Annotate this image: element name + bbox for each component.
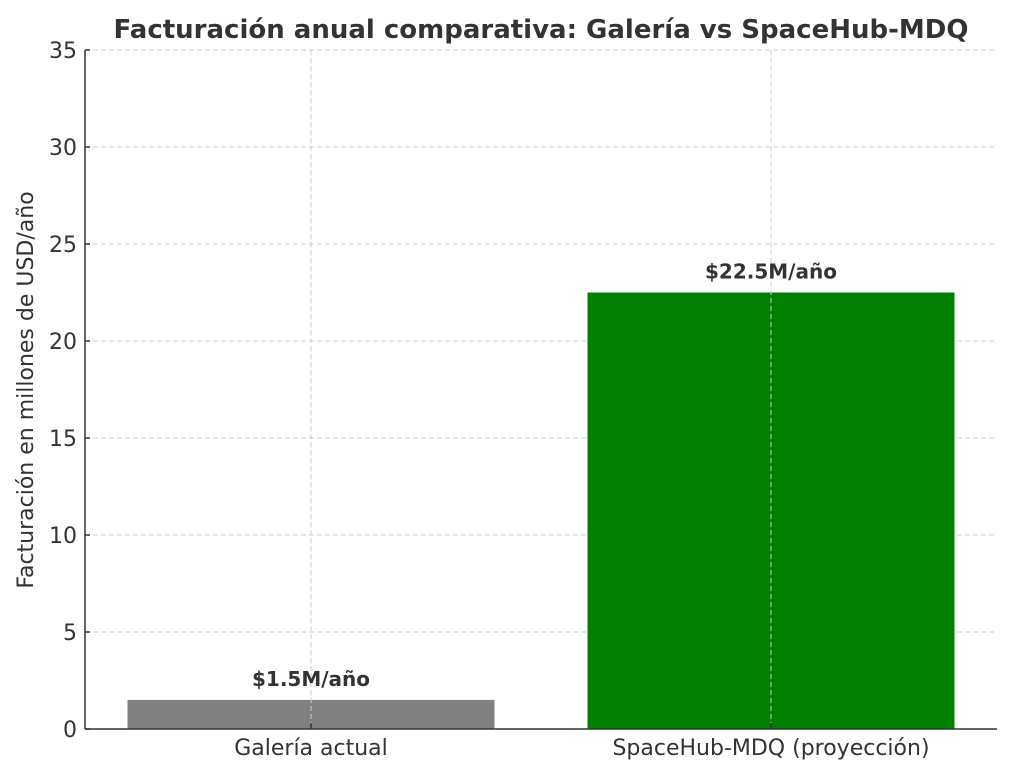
- y-tick-label: 35: [49, 39, 77, 64]
- labels: 0 5 10 15 20 25 30 35 Galería actual $1.5M/año Spa…: [49, 39, 930, 761]
- chart-title: Facturación anual comparativa: Galería v…: [114, 15, 969, 45]
- data-label: $1.5M/año: [252, 667, 370, 691]
- y-tick-label: 0: [63, 718, 77, 743]
- y-tick-label: 15: [49, 427, 77, 452]
- data-label: $22.5M/año: [705, 260, 837, 284]
- bars: [127, 292, 955, 729]
- y-axis-label: Facturación en millones de USD/año: [14, 191, 39, 588]
- x-tick-label: SpaceHub-MDQ (proyección): [612, 736, 929, 761]
- grid-vertical: [310, 50, 772, 729]
- grid: [85, 49, 997, 633]
- axes: [84, 49, 997, 730]
- x-tick-label: Galería actual: [234, 736, 388, 761]
- y-tick-label: 30: [49, 136, 77, 161]
- y-tick-label: 20: [49, 330, 77, 355]
- y-tick-label: 10: [49, 524, 77, 549]
- y-tick-label: 25: [49, 233, 77, 258]
- y-tick-label: 5: [63, 621, 77, 646]
